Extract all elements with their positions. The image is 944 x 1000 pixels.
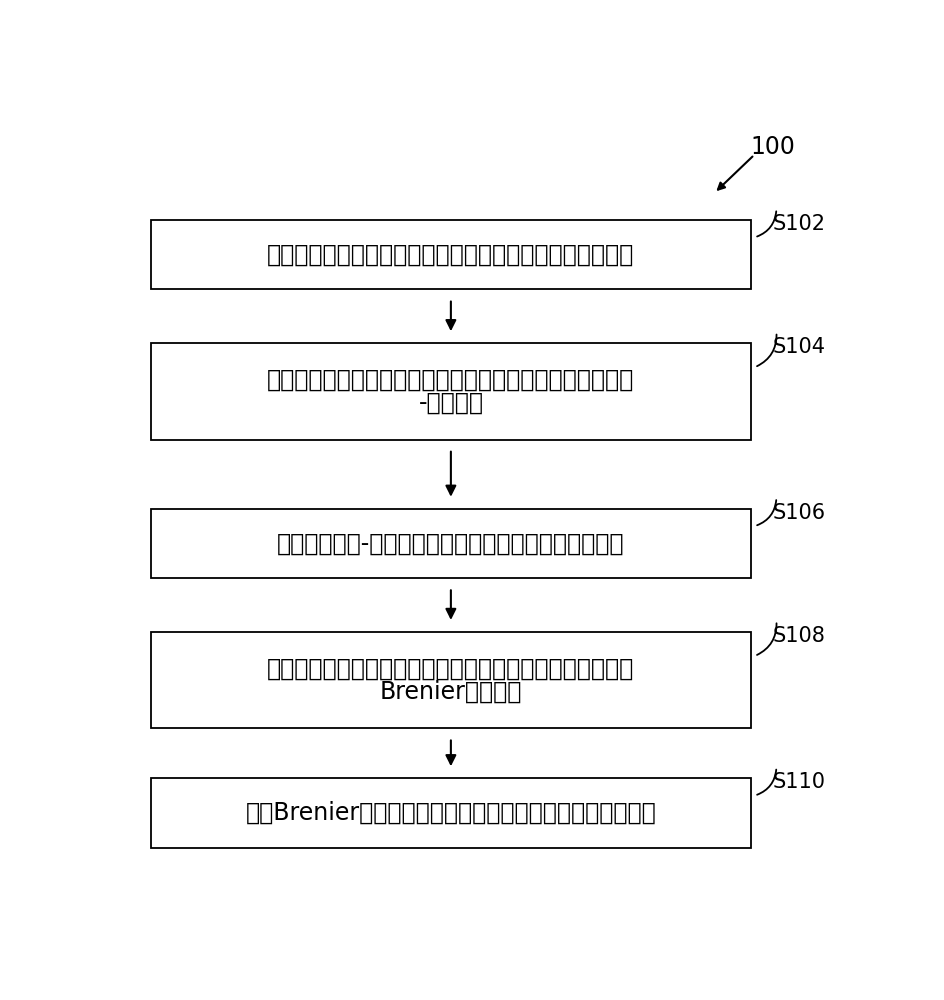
Text: S102: S102: [773, 214, 826, 234]
Text: 根据离散蒙日-安培方程构建线性常系数椭圆偏微分方程: 根据离散蒙日-安培方程构建线性常系数椭圆偏微分方程: [278, 532, 625, 556]
Text: S104: S104: [773, 337, 826, 357]
Text: S106: S106: [773, 503, 826, 523]
Text: S110: S110: [773, 772, 826, 792]
Text: 利用快速傅里叶变换求解线性常系数椭圆偏微分方程来确定: 利用快速傅里叶变换求解线性常系数椭圆偏微分方程来确定: [267, 657, 634, 681]
Text: S108: S108: [773, 626, 826, 646]
Bar: [151, 778, 750, 848]
Bar: [151, 343, 750, 440]
Text: Brenier势能函数: Brenier势能函数: [379, 680, 522, 704]
Bar: [151, 632, 750, 728]
Text: 基于源密度和目标密度确定最优传输映射相关联的离散蒙日: 基于源密度和目标密度确定最优传输映射相关联的离散蒙日: [267, 368, 634, 392]
Text: -安培方程: -安培方程: [418, 391, 483, 415]
Bar: [151, 509, 750, 578]
Text: 基于Brenier势能函数获得源密度至目标密度的最优传输映射: 基于Brenier势能函数获得源密度至目标密度的最优传输映射: [245, 801, 656, 825]
Bar: [151, 220, 750, 289]
Text: 获取高维区域的源密度和高维区域中的目标区域的目标密度: 获取高维区域的源密度和高维区域中的目标区域的目标密度: [267, 243, 634, 267]
Text: 100: 100: [750, 135, 795, 159]
